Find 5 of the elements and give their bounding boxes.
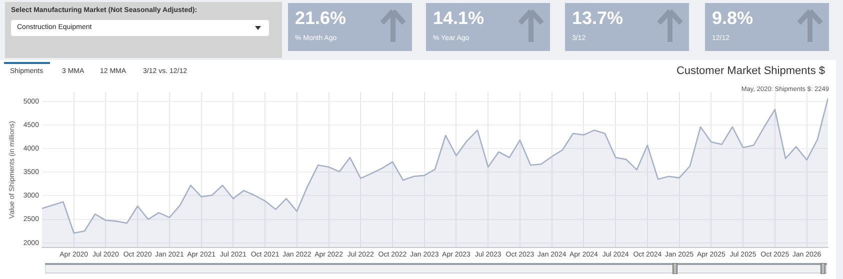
text: 21.6% [295,8,346,29]
text: 13.7% [572,8,624,29]
chart-title: Customer Market Shipments $ [676,65,825,77]
text: 9.8% [712,8,754,29]
text: 14.1% [433,8,484,29]
